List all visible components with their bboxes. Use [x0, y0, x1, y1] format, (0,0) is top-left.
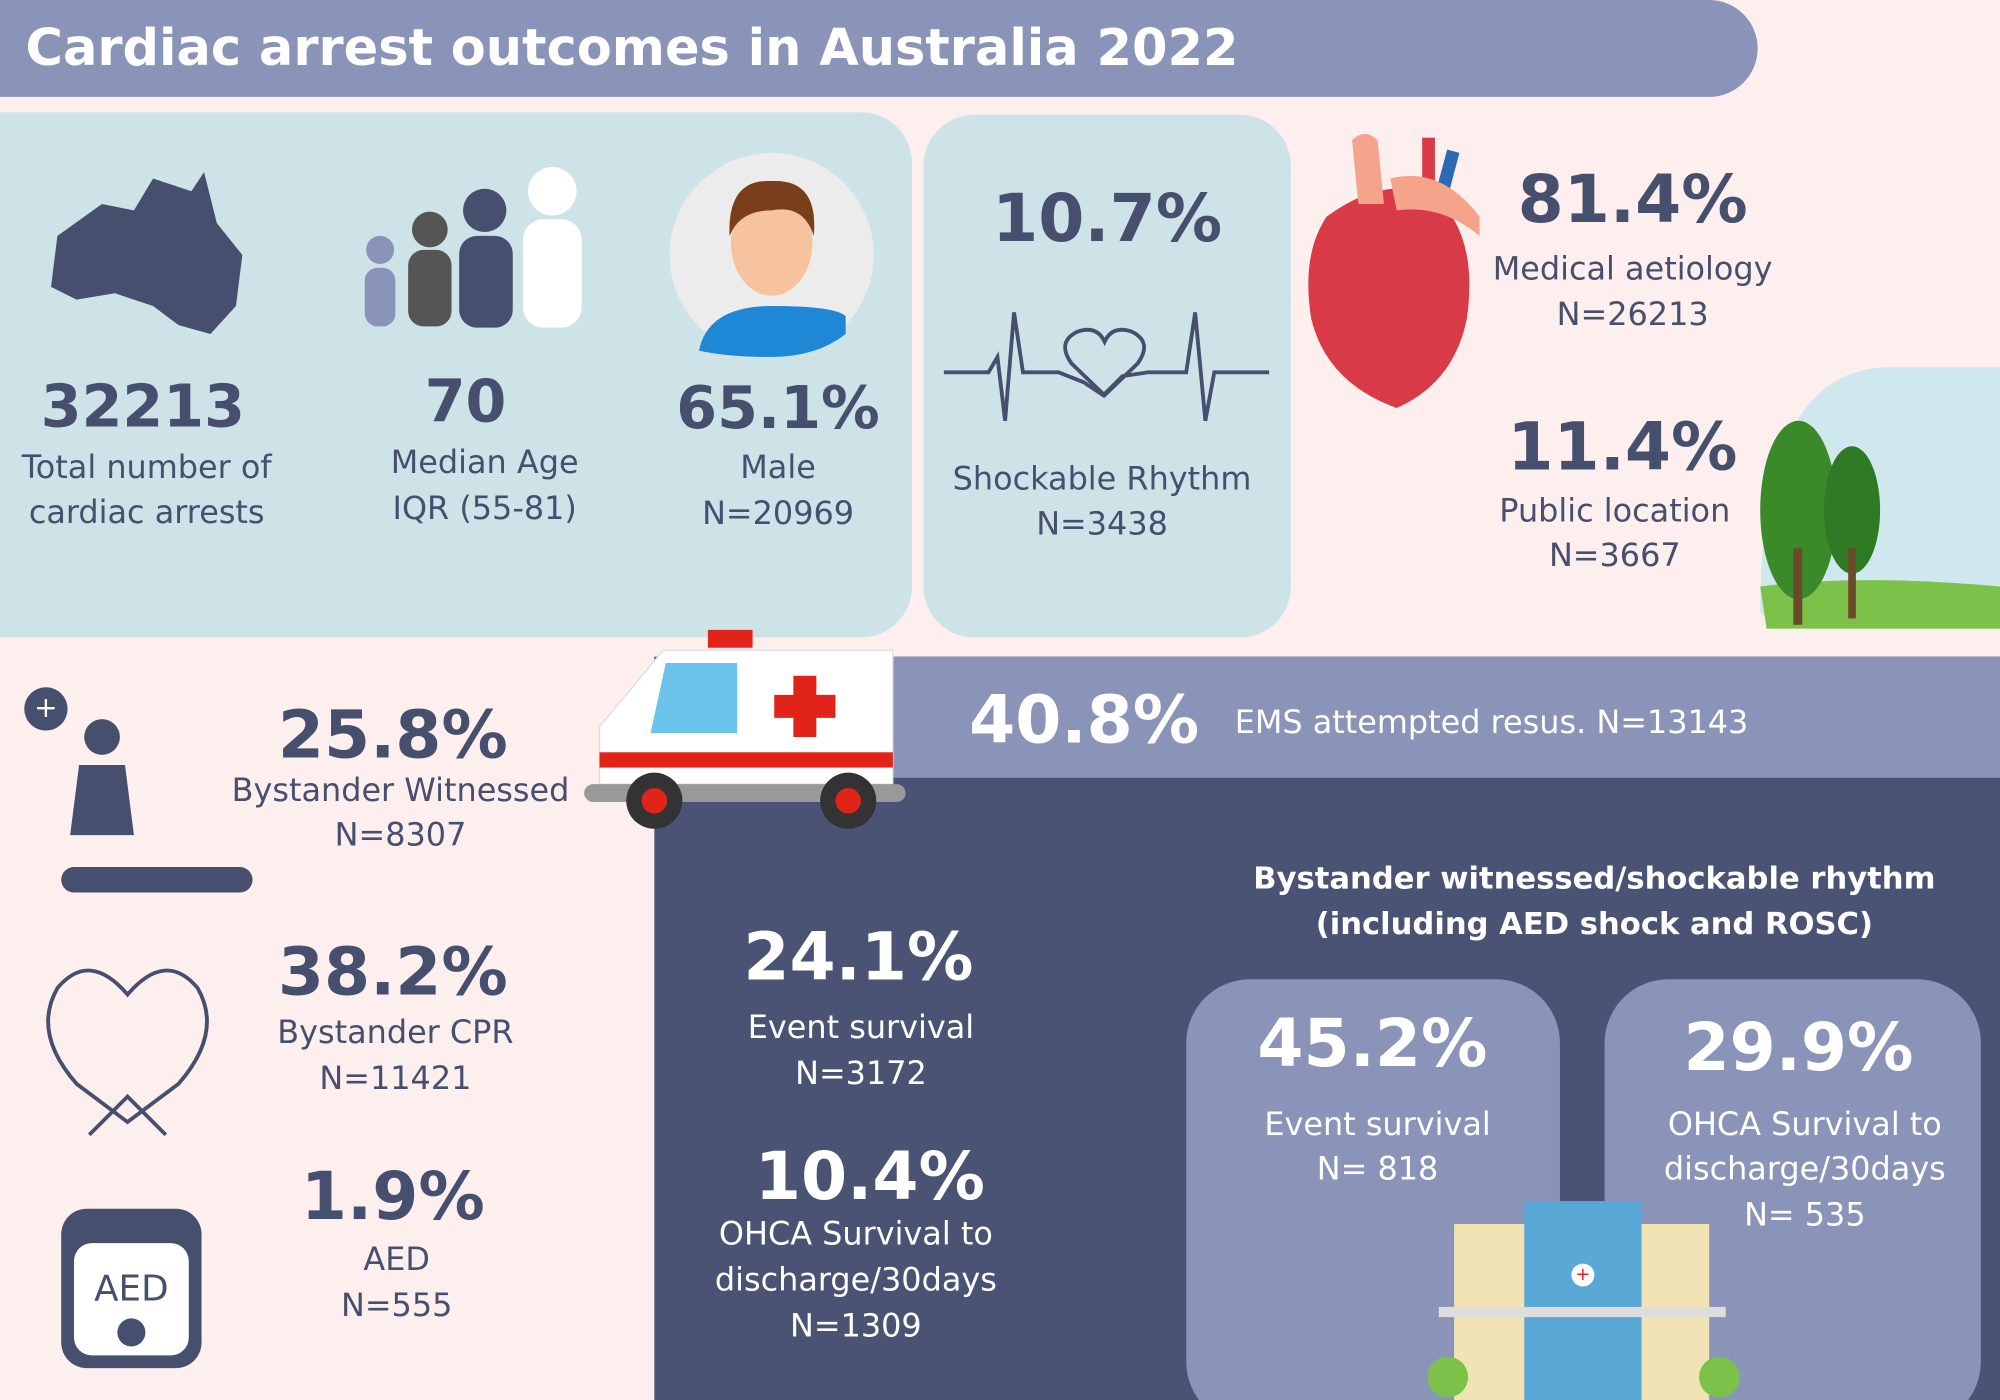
stat-value: 10.4% [755, 1137, 985, 1215]
aed-icon: AED [61, 1208, 202, 1369]
stat-label: discharge/30days [1664, 1149, 1946, 1187]
stat-label: N=3667 [1549, 536, 1681, 574]
ambulance-icon [584, 629, 906, 829]
stat-label: Event survival [748, 1008, 974, 1046]
people-icon [364, 167, 582, 328]
stat-value: 81.4% [1518, 160, 1748, 238]
stat-label: Event survival [1264, 1105, 1490, 1143]
title-bar [0, 0, 1758, 97]
stat-value: 25.8% [278, 696, 508, 774]
ems-bar [892, 656, 2000, 778]
stat-label: IQR (55-81) [393, 489, 577, 527]
stat-value: 1.9% [301, 1157, 485, 1235]
heart-icon [1308, 133, 1480, 409]
ems-value: 40.8% [969, 680, 1199, 758]
stat-value: 38.2% [278, 933, 508, 1011]
svg-text:AED: AED [94, 1268, 168, 1309]
stat-label: N=3172 [795, 1054, 927, 1092]
stat-value: 70 [425, 368, 507, 436]
stat-label: Bystander CPR [277, 1013, 513, 1051]
svg-text:+: + [1575, 1264, 1590, 1285]
shockable-panel [923, 114, 1291, 638]
stat-label: Median Age [391, 443, 579, 481]
park-icon [1760, 367, 2000, 629]
stat-label: Shockable Rhythm [953, 460, 1252, 498]
stat-label: OHCA Survival to [1668, 1105, 1942, 1143]
stat-label: N=11421 [319, 1059, 471, 1097]
stat-value: 24.1% [743, 917, 973, 995]
stat-label: OHCA Survival to [719, 1215, 993, 1253]
stat-value: 65.1% [676, 374, 880, 442]
hospital-icon: + [1427, 1201, 1740, 1400]
stat-label: Public location [1499, 492, 1730, 530]
stat-label: N=555 [341, 1286, 452, 1324]
stat-label: Male [740, 448, 816, 486]
stat-label: N=20969 [702, 494, 854, 532]
stat-label: N=8307 [335, 815, 467, 853]
stat-value: 10.7% [992, 179, 1222, 257]
avatar-icon [669, 153, 874, 358]
stat-label: Bystander Witnessed [232, 771, 570, 809]
stat-label: N=1309 [790, 1306, 922, 1344]
stat-value: 11.4% [1507, 407, 1737, 485]
heartbeat-icon [943, 312, 1270, 422]
stat-label: N=3438 [1036, 504, 1168, 542]
cpr-icon [46, 968, 209, 1137]
svg-text:+: + [34, 691, 58, 724]
heart-outline [1063, 327, 1146, 398]
subgroup-title: (including AED shock and ROSC) [1316, 907, 1873, 942]
stat-label: Total number of [21, 448, 273, 486]
stat-label: Medical aetiology [1493, 249, 1773, 287]
bystander-icon: + [24, 687, 253, 893]
subgroup-title: Bystander witnessed/shockable rhythm [1253, 861, 1935, 896]
stat-label: N=26213 [1557, 295, 1709, 333]
stat-label: AED [363, 1240, 430, 1278]
stat-value: 29.9% [1683, 1008, 1913, 1086]
stat-label: cardiac arrests [29, 493, 265, 531]
stat-value: 32213 [41, 373, 245, 441]
title: Cardiac arrest outcomes in Australia 202… [26, 19, 1239, 78]
stat-value: 45.2% [1257, 1004, 1487, 1082]
stat-label: discharge/30days [715, 1260, 997, 1298]
stat-label: N= 535 [1744, 1195, 1866, 1233]
stat-label: N= 818 [1317, 1149, 1439, 1187]
ems-label: EMS attempted resus. N=13143 [1235, 703, 1749, 741]
australia-icon [51, 172, 243, 335]
